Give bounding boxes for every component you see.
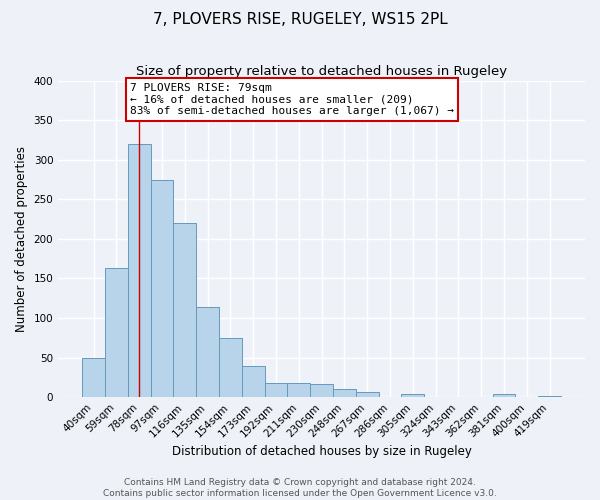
Y-axis label: Number of detached properties: Number of detached properties — [15, 146, 28, 332]
Bar — [82, 358, 105, 397]
Title: Size of property relative to detached houses in Rugeley: Size of property relative to detached ho… — [136, 65, 507, 78]
Bar — [310, 384, 333, 397]
Bar — [128, 144, 151, 397]
X-axis label: Distribution of detached houses by size in Rugeley: Distribution of detached houses by size … — [172, 444, 472, 458]
Bar — [538, 396, 561, 397]
Bar — [105, 268, 128, 397]
Bar — [356, 392, 379, 397]
Text: 7 PLOVERS RISE: 79sqm
← 16% of detached houses are smaller (209)
83% of semi-det: 7 PLOVERS RISE: 79sqm ← 16% of detached … — [130, 83, 454, 116]
Bar — [173, 223, 196, 397]
Bar — [265, 383, 287, 397]
Bar — [401, 394, 424, 397]
Bar — [151, 180, 173, 397]
Text: Contains HM Land Registry data © Crown copyright and database right 2024.
Contai: Contains HM Land Registry data © Crown c… — [103, 478, 497, 498]
Bar — [196, 307, 219, 397]
Bar — [219, 338, 242, 397]
Bar — [242, 366, 265, 397]
Bar — [333, 390, 356, 397]
Bar — [493, 394, 515, 397]
Bar — [287, 383, 310, 397]
Text: 7, PLOVERS RISE, RUGELEY, WS15 2PL: 7, PLOVERS RISE, RUGELEY, WS15 2PL — [152, 12, 448, 28]
